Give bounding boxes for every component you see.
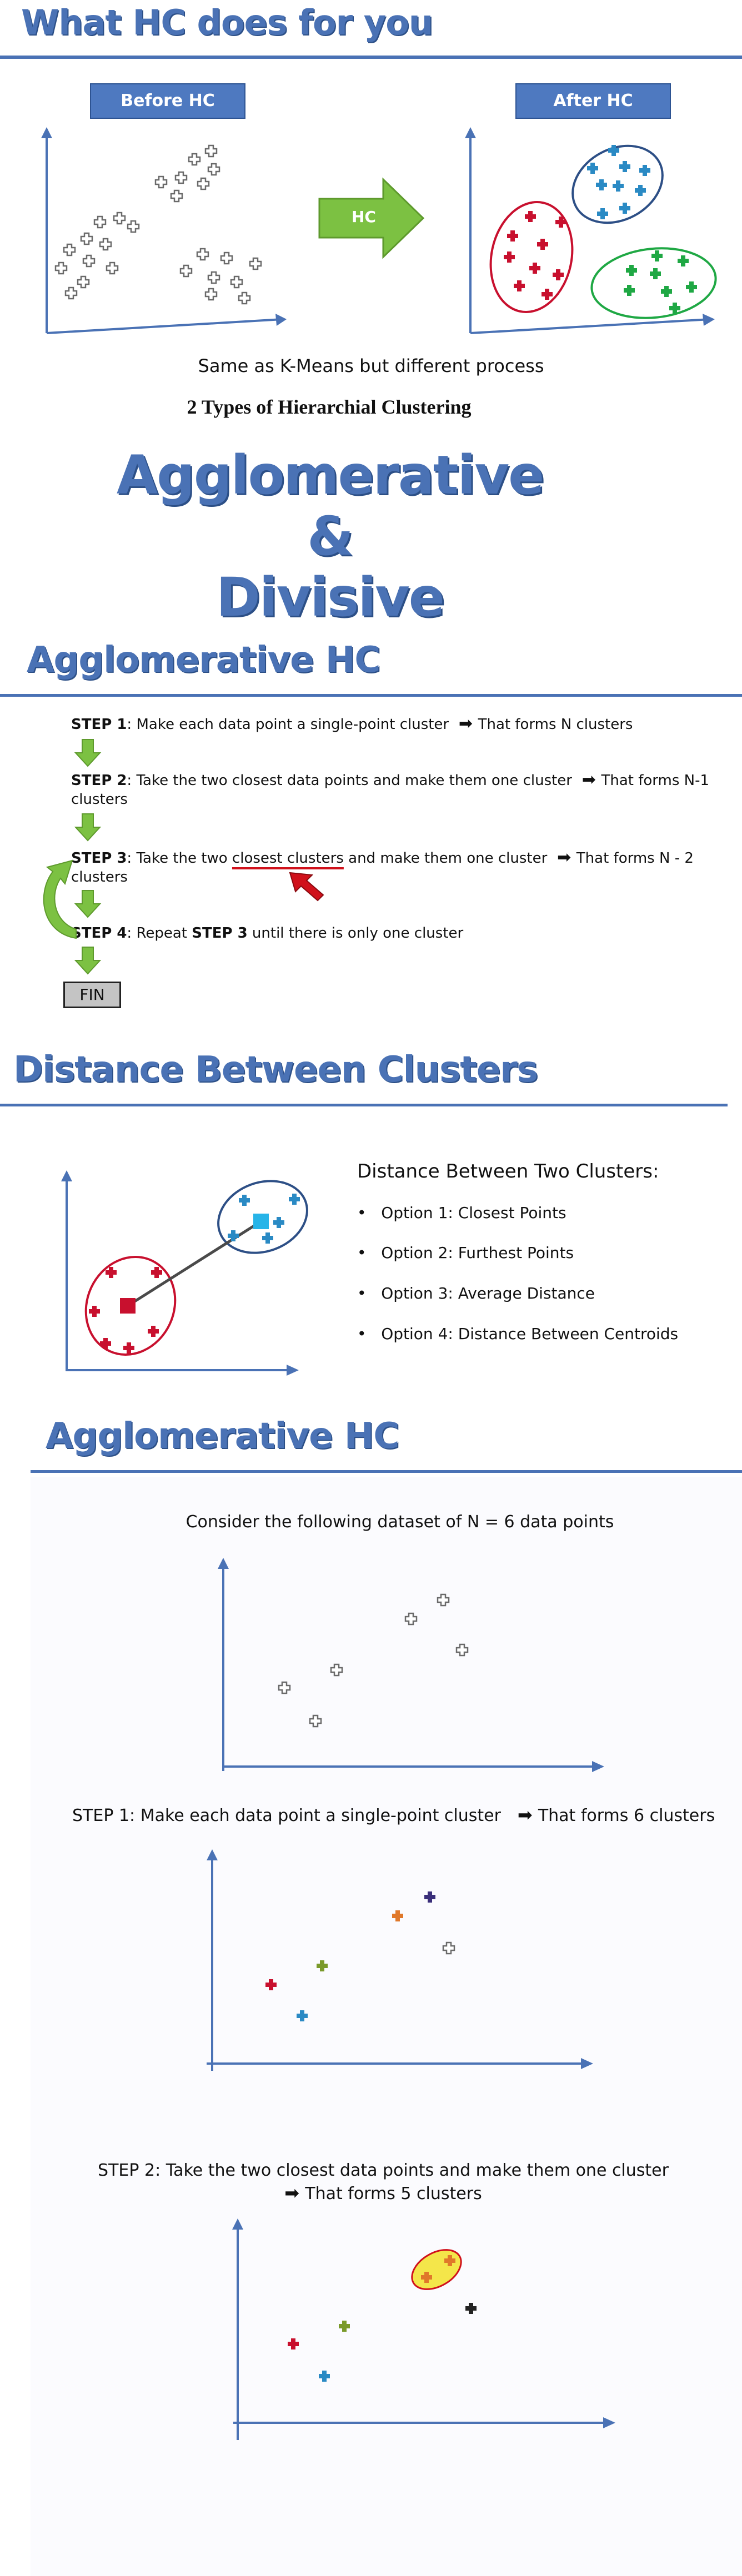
section4-divider (31, 1470, 742, 1473)
option-1: • Option 1: Closest Points (357, 1204, 566, 1222)
blue-point (297, 2010, 308, 2021)
blue-centroid (253, 1214, 269, 1229)
section3-title: Distance Between Clusters (13, 1049, 538, 1090)
blue-cluster-ellipse (571, 144, 664, 224)
section1-divider (0, 56, 742, 59)
hc-arrow (318, 177, 425, 259)
blue-point (319, 2371, 330, 2382)
after-hc-scatter (465, 127, 717, 334)
step2-text: STEP 2: Take the two closest data points… (71, 770, 710, 808)
dataset-scatter (218, 1558, 604, 1772)
before-hc-label: Before HC (90, 83, 245, 119)
merged-cluster-ellipse (411, 2249, 462, 2290)
ampersand-word: & (307, 505, 354, 567)
step1-text: STEP 1: Make each data point a single-po… (71, 714, 633, 733)
option-2: • Option 2: Furthest Points (357, 1244, 574, 1262)
green-cluster-ellipse (590, 247, 717, 319)
grey-point (278, 1593, 469, 1728)
step2-scatter (232, 2218, 615, 2440)
step2-caption: STEP 2: Take the two closest data points… (98, 2161, 669, 2203)
orange-point (392, 1910, 403, 1921)
step1-scatter (207, 1849, 593, 2071)
red-centroid (120, 1298, 136, 1314)
olive-point (317, 1960, 328, 1971)
purple-point (424, 1891, 435, 1903)
red-point (265, 1979, 277, 1990)
loop-back-arrow (43, 859, 77, 939)
pointer-arrow (289, 872, 324, 902)
step3-text: STEP 3: Take the two closest clusters an… (71, 848, 694, 886)
step4-text: STEP 4: Repeat STEP 3 until there is onl… (71, 925, 464, 942)
red-point (504, 211, 566, 300)
distance-heading: Distance Between Two Clusters: (357, 1160, 659, 1183)
after-hc-label: After HC (515, 83, 671, 119)
black-point (465, 2303, 477, 2314)
fin-box: FIN (63, 982, 121, 1008)
section4-title: Agglomerative HC (46, 1416, 399, 1457)
divisive-word: Divisive (216, 566, 445, 628)
agglomerative-word: Agglomerative (116, 444, 544, 506)
red-cluster-ellipse (84, 1256, 177, 1356)
dataset-intro: Consider the following dataset of N = 6 … (186, 1512, 614, 1532)
hc-types-subtitle: 2 Types of Hierarchial Clustering (187, 396, 472, 418)
option-3: • Option 3: Average Distance (357, 1284, 595, 1302)
kmeans-caption: Same as K-Means but different process (198, 355, 544, 376)
option-4: • Option 4: Distance Between Centroids (357, 1325, 679, 1343)
red-cluster-ellipse (489, 201, 574, 313)
section1-title: What HC does for you (21, 2, 433, 43)
red-point (288, 2338, 299, 2349)
section3-divider (0, 1104, 728, 1106)
step-down-arrows (74, 739, 102, 975)
grey-point (442, 1941, 455, 1955)
section4-background (31, 1477, 742, 2576)
hc-arrow-label: HC (352, 208, 376, 226)
centroid-link (127, 1220, 262, 1307)
distance-diagram (61, 1170, 308, 1376)
grey-point (54, 144, 262, 305)
section2-divider (0, 694, 742, 697)
closest-clusters-underlined: closest clusters (232, 850, 344, 867)
green-point (624, 250, 697, 314)
before-hc-scatter (41, 127, 287, 334)
step1-caption: STEP 1: Make each data point a single-po… (72, 1804, 715, 1825)
olive-point (339, 2321, 350, 2332)
section2-title: Agglomerative HC (27, 640, 380, 681)
blue-cluster-ellipse (217, 1180, 308, 1254)
